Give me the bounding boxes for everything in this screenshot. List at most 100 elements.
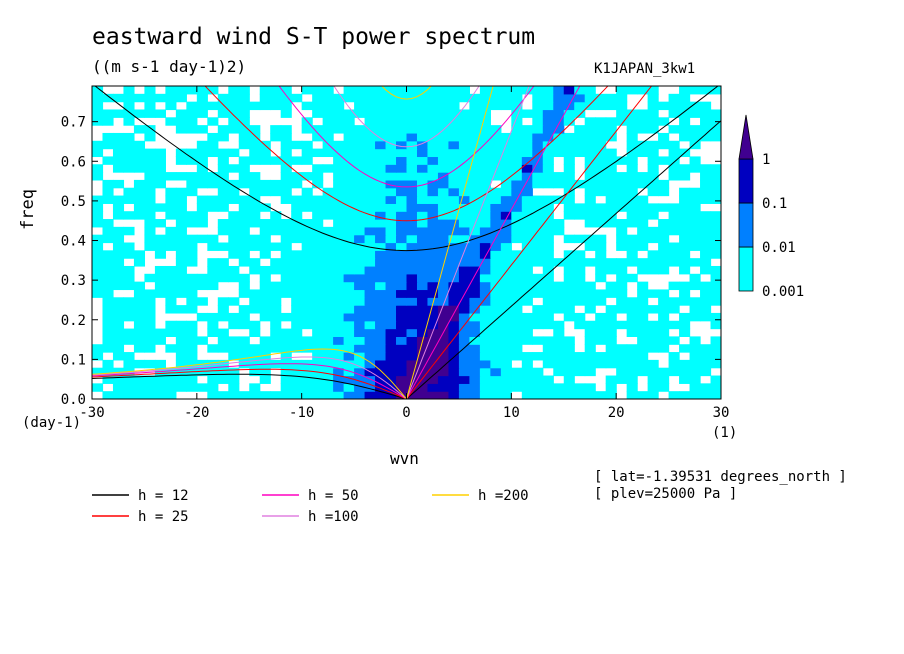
power-cell [626,179,638,189]
power-cell [637,344,649,353]
power-cell [144,391,156,399]
power-cell [385,289,397,298]
power-cell [333,187,345,197]
power-cell [322,117,334,126]
power-cell [123,312,135,322]
power-cell [375,336,387,345]
power-cell [375,195,387,204]
power-cell [354,187,366,197]
power-cell [207,312,219,322]
power-cell [542,172,554,181]
power-cell [322,258,334,267]
power-cell [595,148,607,158]
power-cell [479,187,491,197]
power-cell [637,391,649,399]
power-cell [186,281,198,291]
power-cell [511,352,523,361]
power-cell [291,219,303,228]
power-cell [479,375,491,384]
power-cell [123,148,135,158]
power-cell [616,273,628,283]
power-cell [144,297,156,306]
power-cell [175,117,187,126]
power-cell [448,132,460,142]
power-cell [427,391,439,399]
power-cell [521,234,533,244]
power-cell [584,140,596,150]
power-cell [626,172,638,181]
power-cell [542,148,554,158]
power-cell [354,109,366,118]
power-cell [637,265,649,275]
power-cell [689,132,701,142]
power-cell [448,211,460,220]
power-cell [532,195,544,204]
power-cell [511,367,523,377]
power-cell [689,273,701,283]
power-cell [637,148,649,158]
power-cell [154,289,166,298]
power-cell [490,289,502,298]
power-cell [123,391,135,399]
power-cell [228,187,240,197]
power-cell [333,203,345,212]
power-cell [490,383,502,392]
power-cell [186,320,198,330]
power-cell [343,219,355,228]
x-tick-label: -10 [289,405,314,421]
power-cell [186,101,198,111]
power-cell [689,391,701,399]
power-cell [521,383,533,392]
power-cell [322,289,334,298]
power-cell [291,211,303,220]
power-cell [112,320,125,330]
power-cell [228,297,240,306]
power-cell [532,312,544,322]
power-cell [364,179,376,189]
power-cell [186,273,198,283]
power-cell [207,273,219,283]
colorbar-triangle [738,114,754,160]
power-cell [396,86,408,95]
power-cell [668,258,680,267]
power-cell [416,109,429,118]
power-cell [416,391,429,399]
power-cell [301,344,313,353]
power-cell [416,172,429,181]
power-cell [196,140,208,150]
power-cell [280,226,292,236]
power-cell [500,179,512,189]
power-cell [416,242,429,251]
power-cell [343,148,355,158]
power-cell [553,344,565,353]
kelvin-wave-curve [406,86,494,399]
power-cell [574,320,586,330]
power-cell [396,203,408,212]
power-cell [553,289,565,298]
power-cell [574,383,586,392]
power-cell [396,101,408,111]
power-cell [175,211,187,220]
power-cell [133,187,146,197]
power-cell [710,125,721,134]
power-cell [102,195,114,204]
power-cell [406,226,418,236]
legend-label: h = 25 [138,509,189,525]
power-cell [563,164,575,173]
power-cell [333,93,345,103]
power-cell [102,344,114,353]
power-cell [710,187,721,197]
power-cell [354,265,366,275]
power-cell [249,359,261,369]
power-cell [396,312,408,322]
power-cell [175,156,187,165]
power-cell [679,242,691,251]
power-cell [437,391,450,399]
power-cell [175,273,187,283]
power-cell [511,132,523,142]
power-cell [217,101,229,111]
power-cell [280,93,292,103]
power-cell [584,179,596,189]
power-cell [490,203,502,212]
power-cell [186,234,198,244]
